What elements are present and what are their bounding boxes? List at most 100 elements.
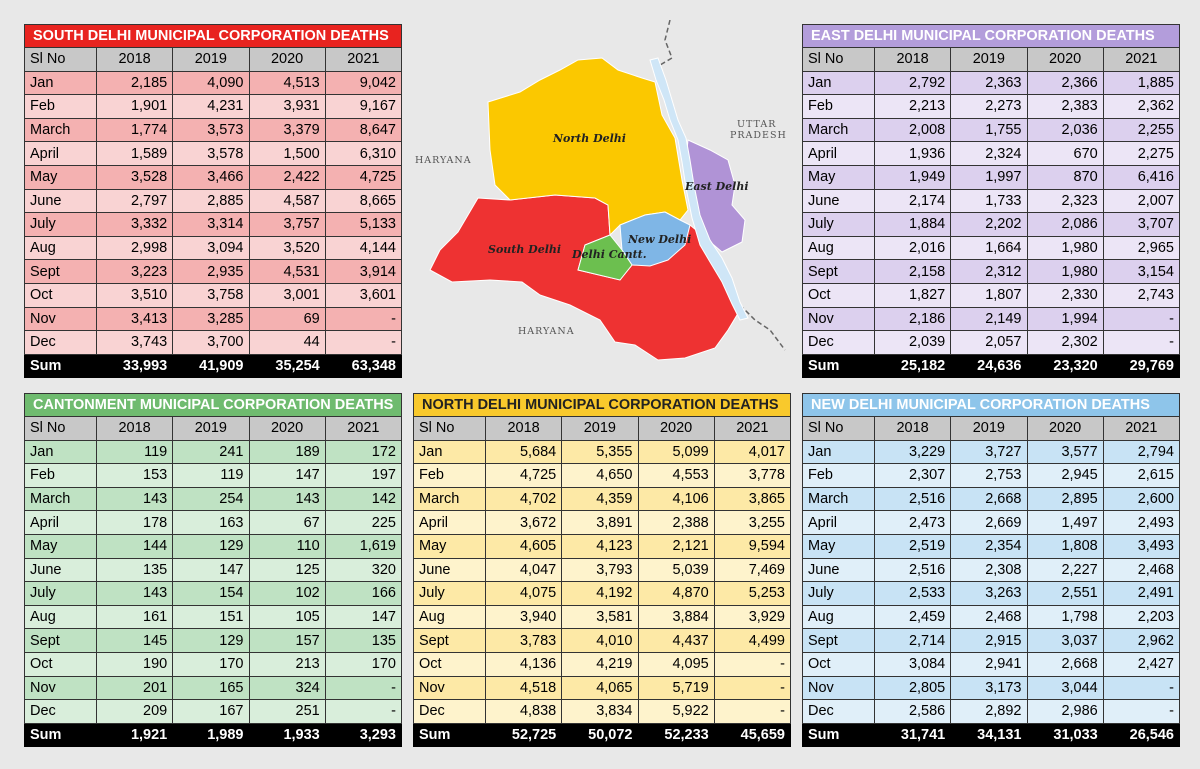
month-cell: Feb	[24, 463, 97, 488]
value-cell: 2,307	[873, 463, 952, 488]
value-cell: 2,363	[950, 70, 1028, 96]
deaths-table: Sl No 2018 2019 2020 2021 Jan 2,792 2,363 2,366 1…	[802, 47, 1181, 379]
label-haryana-west: HARYANA	[415, 155, 472, 166]
value-cell: 3,084	[873, 651, 952, 677]
value-cell: 2,986	[1026, 699, 1104, 724]
label-haryana-south: HARYANA	[518, 326, 575, 337]
value-cell: 1,994	[1026, 306, 1104, 332]
value-cell: 2,086	[1026, 212, 1104, 237]
value-cell: 3,154	[1102, 259, 1181, 284]
value-cell: 2,227	[1026, 557, 1104, 583]
value-cell: 1,664	[950, 235, 1028, 261]
value-cell: 2,213	[873, 94, 952, 119]
value-cell: -	[1102, 330, 1181, 355]
month-cell: Aug	[802, 235, 875, 261]
value-cell: 3,314	[172, 212, 250, 237]
month-cell: March	[802, 486, 875, 512]
value-cell: 145	[95, 628, 174, 653]
table-row: Sept 145 129 157 135	[24, 628, 403, 653]
table-row: May 2,519 2,354 1,808 3,493	[802, 533, 1181, 559]
value-cell: 2,330	[1026, 282, 1104, 308]
table-row: Oct 3,084 2,941 2,668 2,427	[802, 651, 1181, 677]
value-cell: 2,668	[950, 486, 1028, 512]
new-delhi-panel: NEW DELHI MUNICIPAL CORPORATION DEATHS Sl…	[802, 393, 1181, 748]
value-cell: 3,044	[1026, 675, 1104, 701]
value-cell: -	[1102, 699, 1181, 724]
table-row: Sept 2,714 2,915 3,037 2,962	[802, 628, 1181, 653]
value-cell: 5,684	[484, 439, 563, 465]
table-row: Aug 2,459 2,468 1,798 2,203	[802, 604, 1181, 630]
value-cell: 2,962	[1102, 628, 1181, 653]
month-cell: July	[413, 581, 486, 606]
month-cell: Aug	[413, 604, 486, 630]
month-cell: Oct	[802, 651, 875, 677]
value-cell: -	[324, 699, 403, 724]
table-row: Jan 5,684 5,355 5,099 4,017	[413, 439, 792, 465]
value-cell: 209	[95, 699, 174, 724]
column-header-slno: Sl No	[802, 47, 875, 72]
value-cell: 3,466	[172, 164, 250, 190]
value-cell: 3,793	[561, 557, 639, 583]
table-row: June 2,174 1,733 2,323 2,007	[802, 188, 1181, 214]
month-cell: Nov	[802, 675, 875, 701]
month-cell: Jan	[802, 70, 875, 96]
table-title: NORTH DELHI MUNICIPAL CORPORATION DEATHS	[413, 393, 791, 416]
value-cell: 1,733	[950, 188, 1028, 214]
value-cell: 151	[172, 604, 250, 630]
month-cell: Nov	[24, 675, 97, 701]
column-header-year: 2019	[950, 416, 1028, 441]
table-row: Feb 2,213 2,273 2,383 2,362	[802, 94, 1181, 119]
value-cell: 2,468	[950, 604, 1028, 630]
value-cell: -	[324, 306, 403, 332]
value-cell: 2,668	[1026, 651, 1104, 677]
value-cell: 4,870	[637, 581, 715, 606]
value-cell: 2,805	[873, 675, 952, 701]
table-row: April 178 163 67 225	[24, 510, 403, 535]
value-cell: 2,885	[172, 188, 250, 214]
value-cell: 4,123	[561, 533, 639, 559]
value-cell: 147	[172, 557, 250, 583]
label-delhi-cantt: Delhi Cantt.	[571, 248, 647, 261]
value-cell: 1,980	[1026, 259, 1104, 284]
month-cell: May	[24, 533, 97, 559]
value-cell: 1,497	[1026, 510, 1104, 535]
column-header-slno: Sl No	[413, 416, 486, 441]
value-cell: 170	[172, 651, 250, 677]
month-cell: Sept	[802, 259, 875, 284]
value-cell: 2,533	[873, 581, 952, 606]
value-cell: 9,042	[324, 70, 403, 96]
header-row: Sl No 2018 2019 2020 2021	[413, 416, 792, 441]
month-cell: Dec	[24, 699, 97, 724]
value-cell: 2,792	[873, 70, 952, 96]
value-cell: 225	[324, 510, 403, 535]
value-cell: -	[1102, 675, 1181, 701]
value-cell: 147	[324, 604, 403, 630]
value-cell: 3,758	[172, 282, 250, 308]
north-delhi-panel: NORTH DELHI MUNICIPAL CORPORATION DEATHS…	[413, 393, 792, 748]
table-row: March 143 254 143 142	[24, 486, 403, 512]
column-header-year: 2021	[324, 47, 403, 72]
table-row: June 4,047 3,793 5,039 7,469	[413, 557, 792, 583]
sum-value: 52,725	[484, 722, 563, 748]
value-cell: 3,727	[950, 439, 1028, 465]
value-cell: 1,884	[873, 212, 952, 237]
value-cell: 1,774	[95, 117, 174, 143]
value-cell: 2,516	[873, 486, 952, 512]
column-header-year: 2018	[95, 47, 174, 72]
value-cell: 2,600	[1102, 486, 1181, 512]
value-cell: 3,891	[561, 510, 639, 535]
sum-value: 31,033	[1026, 722, 1104, 748]
value-cell: 3,601	[324, 282, 403, 308]
table-row: Dec 2,586 2,892 2,986-	[802, 699, 1181, 724]
month-cell: Oct	[802, 282, 875, 308]
value-cell: 1,798	[1026, 604, 1104, 630]
sum-value: 34,131	[950, 722, 1028, 748]
header-row: Sl No 2018 2019 2020 2021	[24, 416, 403, 441]
column-header-year: 2019	[172, 416, 250, 441]
table-row: June 2,797 2,885 4,587 8,665	[24, 188, 403, 214]
value-cell: 870	[1026, 164, 1104, 190]
sum-label: Sum	[802, 353, 875, 379]
value-cell: 2,275	[1102, 141, 1181, 166]
table-row: July 1,884 2,202 2,086 3,707	[802, 212, 1181, 237]
value-cell: 2,998	[95, 235, 174, 261]
